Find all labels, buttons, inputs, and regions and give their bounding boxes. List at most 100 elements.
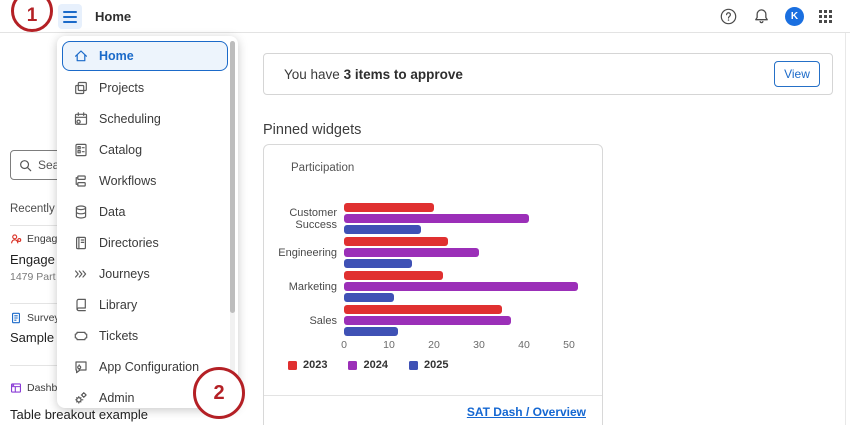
tickets-icon: [72, 327, 89, 344]
search-icon: [20, 159, 32, 171]
nav-item-label: Home: [99, 49, 134, 63]
bar-2024: [344, 248, 479, 257]
category-label: Customer Success: [289, 206, 337, 231]
nav-item-library[interactable]: Library: [57, 289, 238, 320]
participation-bar-chart: Customer Success Engineering Marketing Sale…: [264, 203, 604, 353]
legend-swatch: [288, 360, 297, 370]
legend-label: 2025: [423, 359, 449, 371]
hamburger-menu-button[interactable]: [58, 4, 82, 29]
bar-2023: [344, 203, 434, 212]
recent-item-subtitle: 1479 Part: [10, 271, 56, 283]
nav-item-app-config[interactable]: App Configuration: [57, 351, 238, 382]
legend-item-2025: 2025: [408, 359, 449, 371]
bar-2024: [344, 282, 578, 291]
recent-item-title[interactable]: Table breakout example: [10, 407, 149, 422]
bar-2023: [344, 271, 443, 280]
recent-item-type[interactable]: Survey: [10, 312, 60, 324]
scheduling-icon: [72, 110, 89, 127]
nav-item-label: Library: [99, 297, 138, 312]
x-axis: 0 10 20 30 40 50: [264, 339, 604, 353]
nav-item-label: App Configuration: [99, 359, 200, 374]
nav-item-label: Directories: [99, 235, 159, 250]
engagement-icon: [10, 234, 22, 244]
sat-dash-overview-link[interactable]: SAT Dash / Overview: [466, 405, 586, 419]
admin-icon: [72, 389, 89, 406]
x-tick-label: 0: [341, 339, 347, 351]
pinned-widgets-heading: Pinned widgets: [263, 122, 362, 138]
nav-item-label: Projects: [99, 80, 145, 95]
nav-item-catalog[interactable]: Catalog: [57, 134, 238, 165]
bar-2024: [344, 214, 529, 223]
legend-swatch: [348, 360, 358, 370]
nav-item-projects[interactable]: Projects: [57, 72, 238, 103]
nav-item-admin[interactable]: Admin: [57, 382, 238, 413]
chart-group-customer-success: Customer Success: [264, 203, 604, 234]
bar-2023: [344, 237, 448, 246]
chart-group-marketing: Marketing: [264, 271, 604, 302]
nav-item-label: Journeys: [99, 266, 150, 281]
legend-label: 2024: [363, 359, 388, 371]
dashboard-icon: [10, 383, 22, 393]
legend-item-2024: 2024: [348, 359, 388, 371]
nav-item-label: Admin: [99, 390, 135, 405]
nav-item-directories[interactable]: Directories: [57, 227, 238, 258]
app-config-icon: [72, 358, 89, 375]
nav-item-journeys[interactable]: Journeys: [57, 258, 238, 289]
divider: [264, 395, 602, 396]
legend-swatch: [408, 360, 418, 370]
projects-icon: [72, 79, 89, 96]
category-label: Marketing: [288, 280, 337, 293]
view-approvals-button[interactable]: View: [774, 61, 820, 87]
annotation-step-2: 2: [193, 367, 245, 419]
nav-item-label: Data: [99, 204, 126, 219]
nav-item-workflows[interactable]: Workflows: [57, 165, 238, 196]
nav-item-data[interactable]: Data: [57, 196, 238, 227]
legend-item-2023: 2023: [288, 359, 327, 371]
menu-scrollbar-thumb[interactable]: [230, 41, 235, 313]
bar-2025: [344, 293, 394, 302]
global-nav-menu: Home Projects Scheduling Catalog Workflows Da…: [57, 36, 238, 408]
library-icon: [72, 296, 89, 313]
window-edge: [845, 33, 846, 425]
survey-icon: [12, 312, 20, 324]
bar-2023: [344, 305, 502, 314]
x-tick-label: 10: [383, 339, 395, 351]
catalog-icon: [72, 141, 89, 158]
notifications-bell-icon[interactable]: [752, 8, 770, 26]
x-tick-label: 40: [518, 339, 530, 351]
approval-banner: You have 3 items to approve View: [263, 53, 833, 95]
nav-item-label: Workflows: [99, 173, 157, 188]
nav-item-home[interactable]: Home: [62, 41, 228, 71]
workflows-icon: [72, 172, 89, 189]
bar-2025: [344, 259, 412, 268]
nav-item-label: Tickets: [99, 328, 139, 343]
chart-group-engineering: Engineering: [264, 237, 604, 268]
x-tick-label: 20: [428, 339, 440, 351]
widget-title: Participation: [291, 162, 355, 174]
recent-item-type[interactable]: Dashb: [10, 382, 57, 394]
directories-icon: [72, 234, 89, 251]
journeys-icon: [72, 265, 89, 282]
help-icon[interactable]: [719, 8, 737, 26]
bar-2025: [344, 225, 421, 234]
recent-item-title[interactable]: Engage: [10, 252, 55, 267]
category-label: Engineering: [278, 246, 337, 259]
top-bar: Home K: [0, 0, 850, 33]
x-tick-label: 50: [563, 339, 575, 351]
data-icon: [72, 203, 89, 220]
legend-label: 2023: [303, 359, 328, 371]
recent-item-title[interactable]: Sample: [10, 330, 55, 345]
category-label: Sales: [309, 314, 337, 327]
user-avatar[interactable]: K: [785, 7, 804, 26]
nav-item-label: Scheduling: [99, 111, 161, 126]
nav-item-scheduling[interactable]: Scheduling: [57, 103, 238, 134]
main-content: You have 3 items to approve View Pinned …: [250, 33, 850, 425]
nav-item-label: Catalog: [99, 142, 143, 157]
nav-item-tickets[interactable]: Tickets: [57, 320, 238, 351]
page-title: Home: [95, 9, 132, 24]
chart-group-sales: Sales: [264, 305, 604, 336]
recent-item-type[interactable]: Engag: [10, 233, 57, 245]
participation-widget-card: Participation Customer Success Engineerin…: [263, 144, 603, 425]
app-switcher-icon[interactable]: [819, 10, 832, 23]
recently-label: Recently: [10, 203, 55, 215]
